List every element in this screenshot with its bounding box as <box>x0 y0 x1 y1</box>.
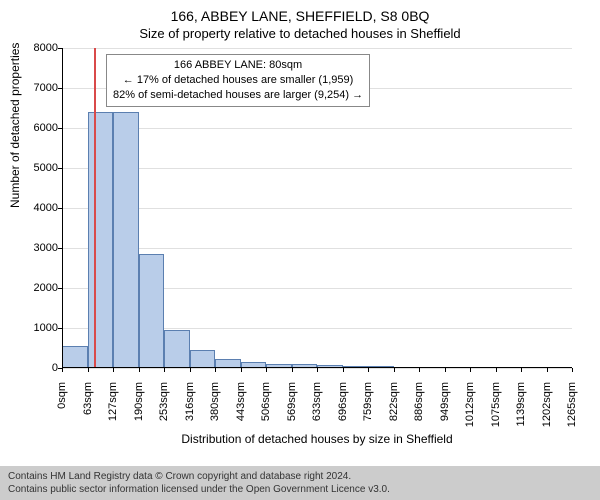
histogram-bar <box>139 254 165 368</box>
ytick-label: 0 <box>18 362 58 374</box>
xtick-mark <box>164 368 165 372</box>
xtick-mark <box>62 368 63 372</box>
xtick-mark <box>113 368 114 372</box>
page-subtitle: Size of property relative to detached ho… <box>0 24 600 47</box>
histogram-bar <box>164 330 190 368</box>
x-axis-label: Distribution of detached houses by size … <box>62 432 572 446</box>
y-axis-line <box>62 48 63 368</box>
histogram-bar <box>62 346 88 368</box>
xtick-mark <box>139 368 140 372</box>
xtick-mark <box>547 368 548 372</box>
ytick-label: 1000 <box>18 322 58 334</box>
histogram-bar <box>113 112 139 368</box>
xtick-mark <box>88 368 89 372</box>
annotation-line-2: ← 17% of detached houses are smaller (1,… <box>113 73 363 88</box>
xtick-mark <box>317 368 318 372</box>
footer-line-2: Contains public sector information licen… <box>8 483 592 496</box>
xtick-mark <box>445 368 446 372</box>
xtick-mark <box>394 368 395 372</box>
gridline <box>62 168 572 169</box>
gridline <box>62 48 572 49</box>
xtick-mark <box>190 368 191 372</box>
xtick-mark <box>343 368 344 372</box>
annotation-line-3: 82% of semi-detached houses are larger (… <box>113 88 363 103</box>
xtick-mark <box>215 368 216 372</box>
xtick-mark <box>266 368 267 372</box>
ytick-label: 4000 <box>18 202 58 214</box>
ytick-label: 3000 <box>18 242 58 254</box>
chart-plot-area: 0100020003000400050006000700080000sqm63s… <box>62 48 572 368</box>
histogram-bar <box>190 350 216 368</box>
ytick-label: 5000 <box>18 162 58 174</box>
gridline <box>62 208 572 209</box>
ytick-label: 6000 <box>18 122 58 134</box>
xtick-mark <box>496 368 497 372</box>
xtick-mark <box>521 368 522 372</box>
property-marker-line <box>94 48 96 368</box>
xtick-mark <box>470 368 471 372</box>
xtick-mark <box>292 368 293 372</box>
annotation-line-1: 166 ABBEY LANE: 80sqm <box>113 58 363 73</box>
ytick-label: 8000 <box>18 42 58 54</box>
footer-attribution: Contains HM Land Registry data © Crown c… <box>0 466 600 500</box>
footer-line-1: Contains HM Land Registry data © Crown c… <box>8 470 592 483</box>
ytick-label: 7000 <box>18 82 58 94</box>
xtick-mark <box>572 368 573 372</box>
gridline <box>62 248 572 249</box>
property-annotation: 166 ABBEY LANE: 80sqm← 17% of detached h… <box>106 54 370 107</box>
xtick-mark <box>419 368 420 372</box>
ytick-label: 2000 <box>18 282 58 294</box>
histogram-bar <box>88 112 114 368</box>
xtick-mark <box>368 368 369 372</box>
xtick-mark <box>241 368 242 372</box>
gridline <box>62 128 572 129</box>
page-title: 166, ABBEY LANE, SHEFFIELD, S8 0BQ <box>0 0 600 24</box>
